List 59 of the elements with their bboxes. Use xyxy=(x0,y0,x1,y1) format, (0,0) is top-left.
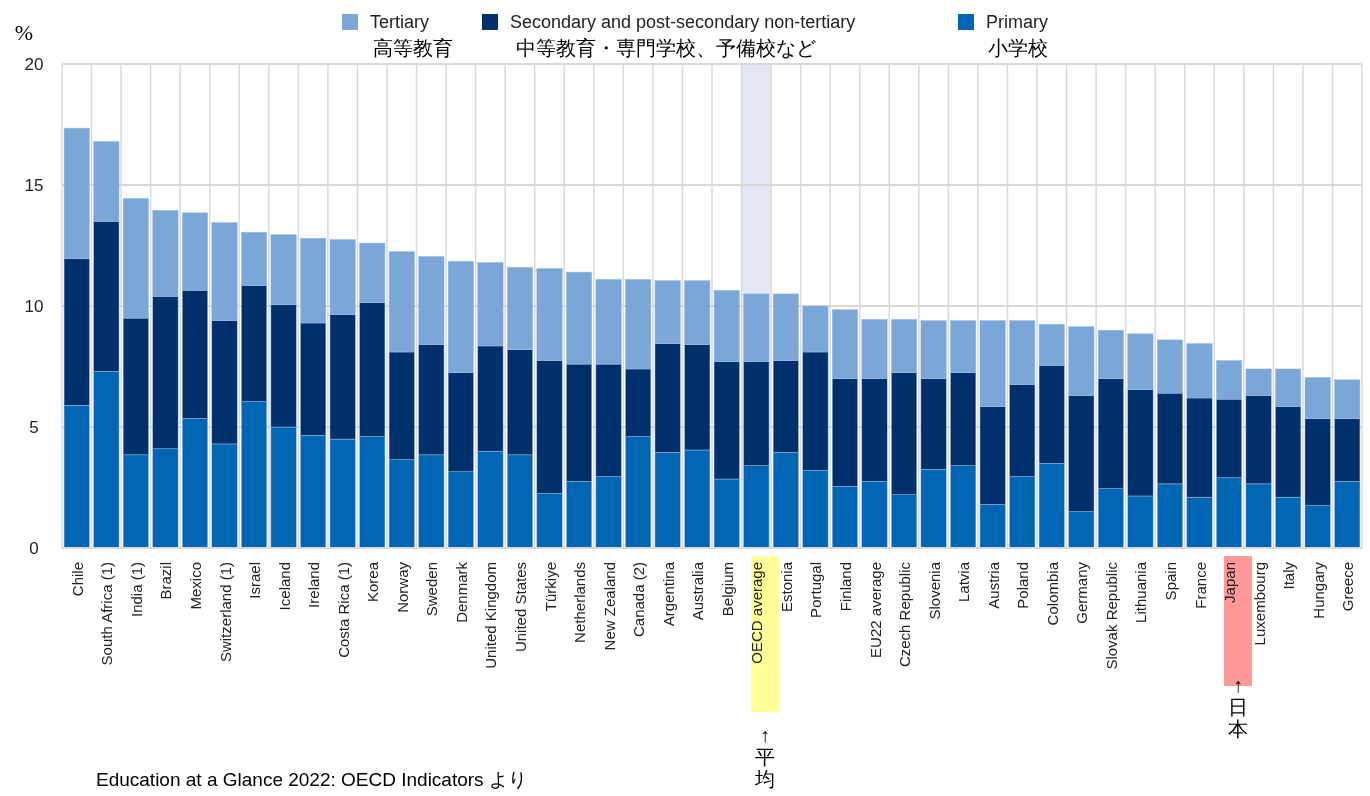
x-tick-label: Netherlands xyxy=(571,562,589,643)
x-tick-label: Lithuania xyxy=(1132,561,1150,623)
x-tick-label: Türkiye xyxy=(541,562,559,612)
x-tick-label: OECD average xyxy=(748,562,766,664)
text: Education at a Glance 2022: OECD Indicators より xyxy=(96,769,527,790)
text: ↑平均 xyxy=(754,724,775,790)
x-tick-label: Denmark xyxy=(452,561,470,623)
x-tick-label: New Zealand xyxy=(600,562,618,651)
x-tick-label: Germany xyxy=(1073,561,1091,624)
text: 中等教育・専門学校、予備校など xyxy=(516,36,816,60)
x-tick-label: Canada (2) xyxy=(630,562,648,638)
legend-label: Primary xyxy=(986,12,1048,32)
x-tick-label: Estonia xyxy=(777,561,795,613)
text: 小学校 xyxy=(988,36,1048,60)
text: 高等教育 xyxy=(373,36,453,60)
x-tick-label: Colombia xyxy=(1043,561,1061,626)
x-tick-label: Luxembourg xyxy=(1250,562,1268,646)
x-tick-label: Greece xyxy=(1339,562,1357,612)
x-tick-label: Costa Rica (1) xyxy=(334,562,352,658)
x-tick-label: Korea xyxy=(364,561,382,603)
x-tick-label: Argentina xyxy=(659,561,677,627)
x-tick-label: Slovenia xyxy=(925,561,943,620)
x-tick-label: Portugal xyxy=(807,562,825,618)
x-tick-label: Czech Republic xyxy=(896,561,914,668)
x-tick-label: India (1) xyxy=(127,562,145,618)
legend-label: Secondary and post-secondary non-tertiary xyxy=(510,12,856,32)
y-tick-label: 15 xyxy=(24,176,44,195)
x-tick-label: Belgium xyxy=(718,562,736,617)
x-tick-label: Japan xyxy=(1221,562,1239,603)
x-tick-label: Switzerland (1) xyxy=(216,562,234,663)
x-tick-label: South Africa (1) xyxy=(98,562,116,666)
y-tick-label: 0 xyxy=(29,539,39,558)
y-tick-label: 20 xyxy=(24,55,44,74)
x-tick-label: France xyxy=(1191,562,1209,609)
x-tick-label: Finland xyxy=(836,562,854,612)
y-axis-title: % xyxy=(14,20,34,45)
x-tick-label: Chile xyxy=(68,562,86,597)
y-tick-label: 5 xyxy=(29,418,39,437)
legend-label: Tertiary xyxy=(370,12,430,32)
x-tick-label: Latvia xyxy=(955,561,973,603)
text: ↑日本 xyxy=(1228,674,1248,740)
x-tick-label: Iceland xyxy=(275,562,293,611)
y-tick-label: 10 xyxy=(24,297,44,316)
x-tick-label: Spain xyxy=(1161,562,1179,601)
x-tick-label: Israel xyxy=(246,562,264,599)
x-tick-label: Slovak Republic xyxy=(1102,561,1120,670)
x-tick-label: Australia xyxy=(689,561,707,621)
x-tick-label: Norway xyxy=(393,561,411,613)
x-tick-label: Italy xyxy=(1280,561,1298,590)
x-tick-label: Austria xyxy=(984,561,1002,609)
x-tick-label: Sweden xyxy=(423,562,441,617)
x-tick-label: Brazil xyxy=(157,562,175,600)
x-tick-label: United Kingdom xyxy=(482,562,500,669)
x-tick-label: Hungary xyxy=(1309,561,1327,619)
x-tick-label: Poland xyxy=(1014,562,1032,609)
x-tick-label: EU22 average xyxy=(866,562,884,658)
x-tick-label: United States xyxy=(511,562,529,653)
x-tick-label: Ireland xyxy=(305,562,323,608)
x-tick-label: Mexico xyxy=(186,562,204,610)
